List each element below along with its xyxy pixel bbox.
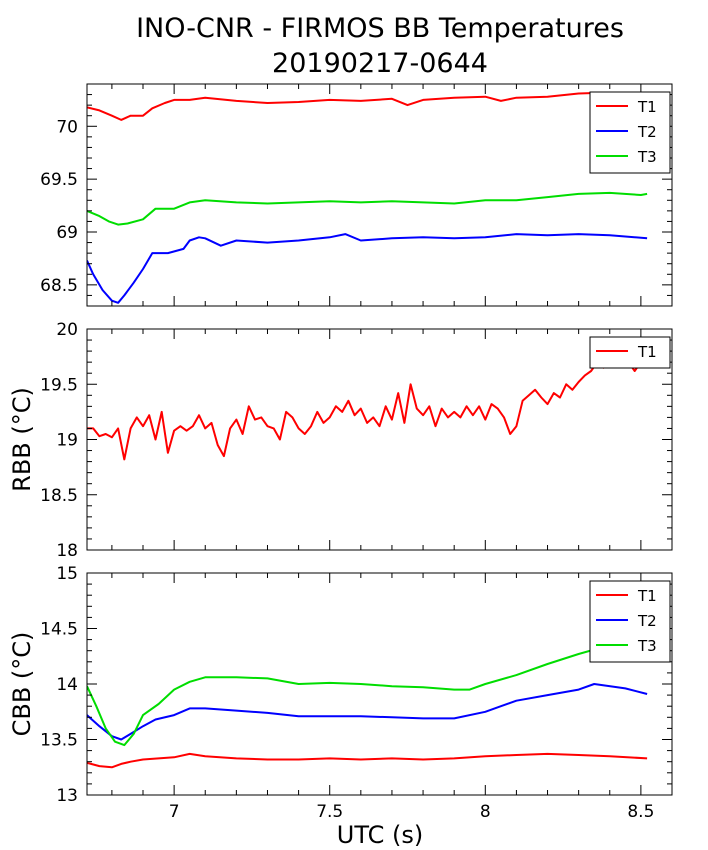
series-line-t1 bbox=[87, 91, 648, 121]
legend: T1 T2 T3 bbox=[589, 91, 671, 174]
chart-title: INO-CNR - FIRMOS BB Temperatures bbox=[136, 13, 624, 44]
series-line-t3 bbox=[87, 191, 648, 226]
y-tick-label: 69 bbox=[56, 223, 78, 243]
panel-3: 7 7.5 8 8.5 13 13.5 14 14.5 15 CBB (°C) T1 T2 T3 bbox=[8, 564, 673, 822]
legend-label: T2 bbox=[637, 612, 657, 630]
x-tick-label: 8.5 bbox=[627, 802, 654, 822]
x-tick-label: 7 bbox=[169, 802, 180, 822]
series-line-t3 bbox=[87, 636, 648, 747]
x-tick-label: 7.5 bbox=[316, 802, 343, 822]
y-tick-label: 18 bbox=[56, 541, 78, 561]
y-tick-label: 18.5 bbox=[40, 486, 78, 506]
y-tick-label: 19.5 bbox=[40, 375, 78, 395]
y-tick-label: 68.5 bbox=[40, 276, 78, 296]
legend-label: T1 bbox=[637, 343, 657, 361]
plot-frame bbox=[86, 83, 673, 307]
series-line-t2 bbox=[87, 233, 648, 304]
y-axis-label: CBB (°C) bbox=[8, 632, 36, 737]
series-line-t1 bbox=[87, 355, 648, 461]
plot-frame bbox=[86, 328, 673, 551]
x-axis-label: UTC (s) bbox=[337, 821, 423, 849]
legend-box bbox=[589, 336, 671, 369]
y-tick-label: 13.5 bbox=[40, 731, 78, 751]
panel-2: 18 18.5 19 19.5 20 RBB (°C) T1 bbox=[8, 320, 673, 561]
x-tick-label: 8 bbox=[480, 802, 491, 822]
legend-box bbox=[589, 580, 671, 663]
legend-label: T3 bbox=[637, 637, 657, 655]
y-tick-label: 15 bbox=[56, 564, 78, 584]
legend-label: T1 bbox=[637, 587, 657, 605]
y-tick-label: 69.5 bbox=[40, 170, 78, 190]
y-axis-label: RBB (°C) bbox=[8, 387, 36, 492]
series-group bbox=[87, 91, 648, 304]
y-tick-label: 19 bbox=[56, 431, 78, 451]
panel-1: 68.5 69 69.5 70 T1 T2 T3 bbox=[40, 83, 673, 307]
legend: T1 bbox=[589, 336, 671, 369]
legend-label: T3 bbox=[637, 148, 657, 166]
chart-subtitle: 20190217-0644 bbox=[272, 48, 488, 79]
y-tick-label: 13 bbox=[56, 786, 78, 806]
y-tick-label: 14 bbox=[56, 675, 78, 695]
legend-label: T2 bbox=[637, 123, 657, 141]
y-tick-label: 14.5 bbox=[40, 620, 78, 640]
y-tick-label: 20 bbox=[56, 320, 78, 340]
y-tick-label: 70 bbox=[56, 117, 78, 137]
legend: T1 T2 T3 bbox=[589, 580, 671, 663]
series-line-t2 bbox=[87, 683, 648, 741]
series-line-t1 bbox=[87, 752, 648, 769]
legend-box bbox=[589, 91, 671, 174]
legend-label: T1 bbox=[637, 98, 657, 116]
series-group bbox=[87, 636, 648, 769]
plot-frame bbox=[86, 572, 673, 796]
series-group bbox=[87, 355, 648, 461]
